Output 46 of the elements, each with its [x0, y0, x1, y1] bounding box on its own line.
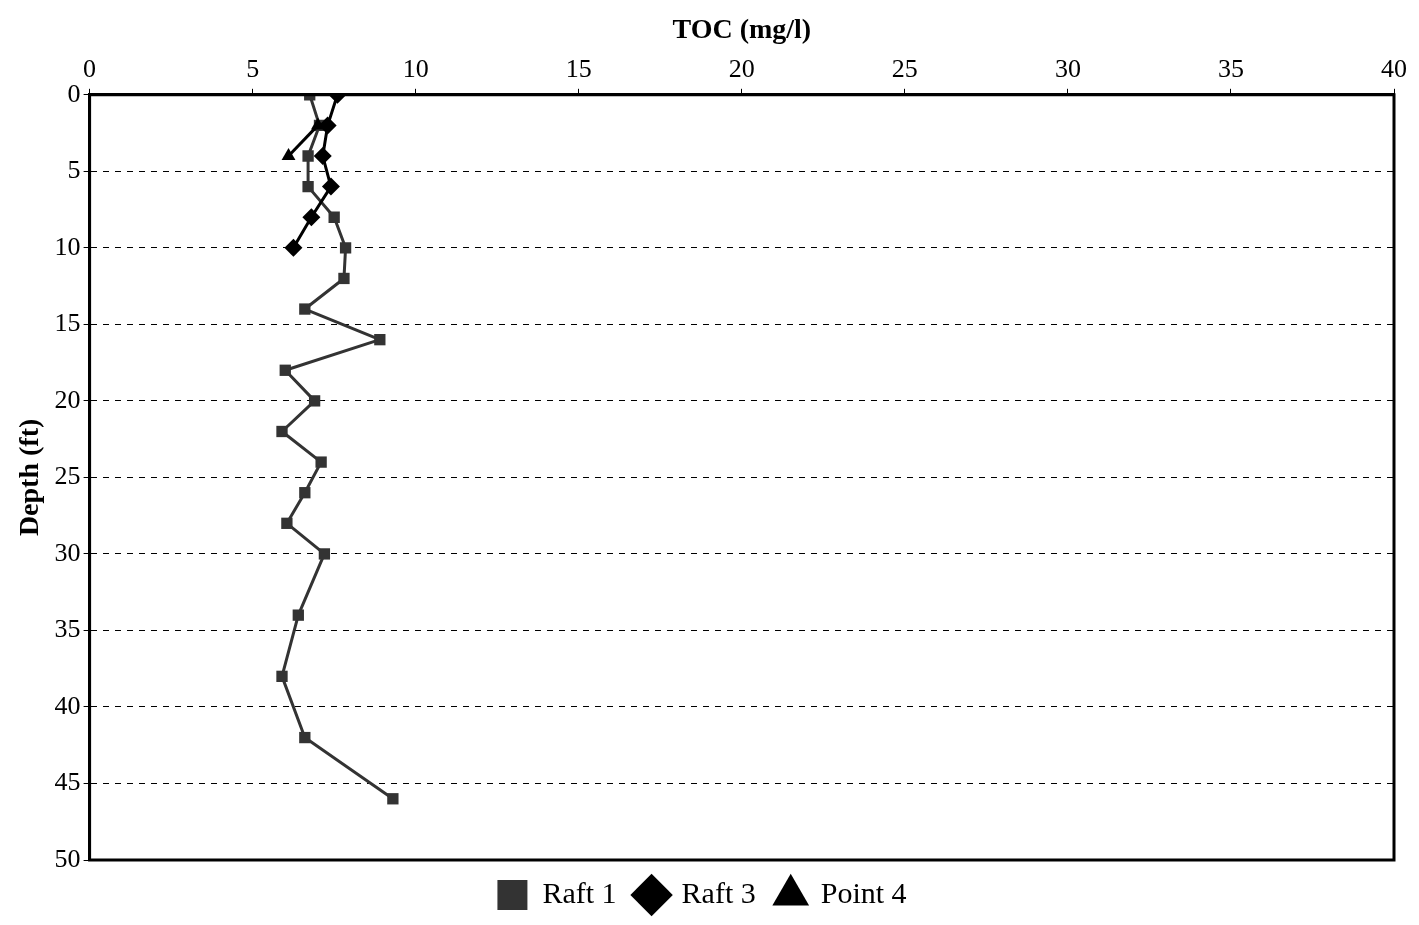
y-tick-label: 50	[54, 843, 81, 873]
point	[302, 180, 314, 193]
point	[318, 548, 331, 560]
y-axis-title: Depth (ft)	[13, 418, 45, 537]
point	[387, 793, 399, 805]
y-tick-label: 15	[54, 308, 81, 338]
point	[281, 517, 293, 529]
point	[302, 150, 314, 162]
x-tick-label: 40	[1381, 54, 1407, 84]
y-tick-label: 20	[54, 384, 81, 414]
point	[338, 272, 350, 285]
x-tick-label: 30	[1054, 54, 1081, 84]
y-tick-label: 10	[54, 231, 81, 261]
x-tick-label: 20	[728, 54, 755, 84]
point	[299, 487, 311, 499]
y-tick-label: 5	[67, 155, 81, 185]
point	[321, 177, 340, 196]
legend-label: Raft 3	[681, 875, 756, 909]
y-tick-label: 45	[54, 767, 81, 797]
point	[313, 147, 332, 166]
x-tick-label: 15	[565, 54, 592, 84]
point	[299, 303, 311, 315]
point	[302, 208, 321, 227]
y-tick-label: 35	[54, 614, 81, 644]
point	[276, 670, 288, 683]
point	[339, 242, 352, 254]
x-axis-title: TOC (mg/l)	[672, 13, 812, 45]
y-tick-label: 0	[67, 78, 81, 108]
x-tick-label: 35	[1217, 54, 1244, 84]
y-tick-label: 25	[54, 461, 81, 491]
point	[299, 731, 311, 744]
point	[292, 609, 304, 621]
y-tick-label: 30	[54, 537, 81, 567]
point	[315, 456, 327, 468]
point	[276, 425, 288, 438]
point	[279, 364, 291, 376]
point	[284, 238, 303, 257]
x-tick-label: 10	[402, 54, 429, 84]
y-tick-label: 40	[54, 690, 81, 720]
legend-label: Point 4	[820, 875, 907, 909]
point	[328, 211, 340, 223]
point	[308, 395, 321, 407]
legend-label: Raft 1	[542, 875, 617, 909]
x-tick-label: 5	[246, 54, 260, 84]
x-tick-label: 25	[891, 54, 918, 84]
point	[374, 334, 386, 346]
